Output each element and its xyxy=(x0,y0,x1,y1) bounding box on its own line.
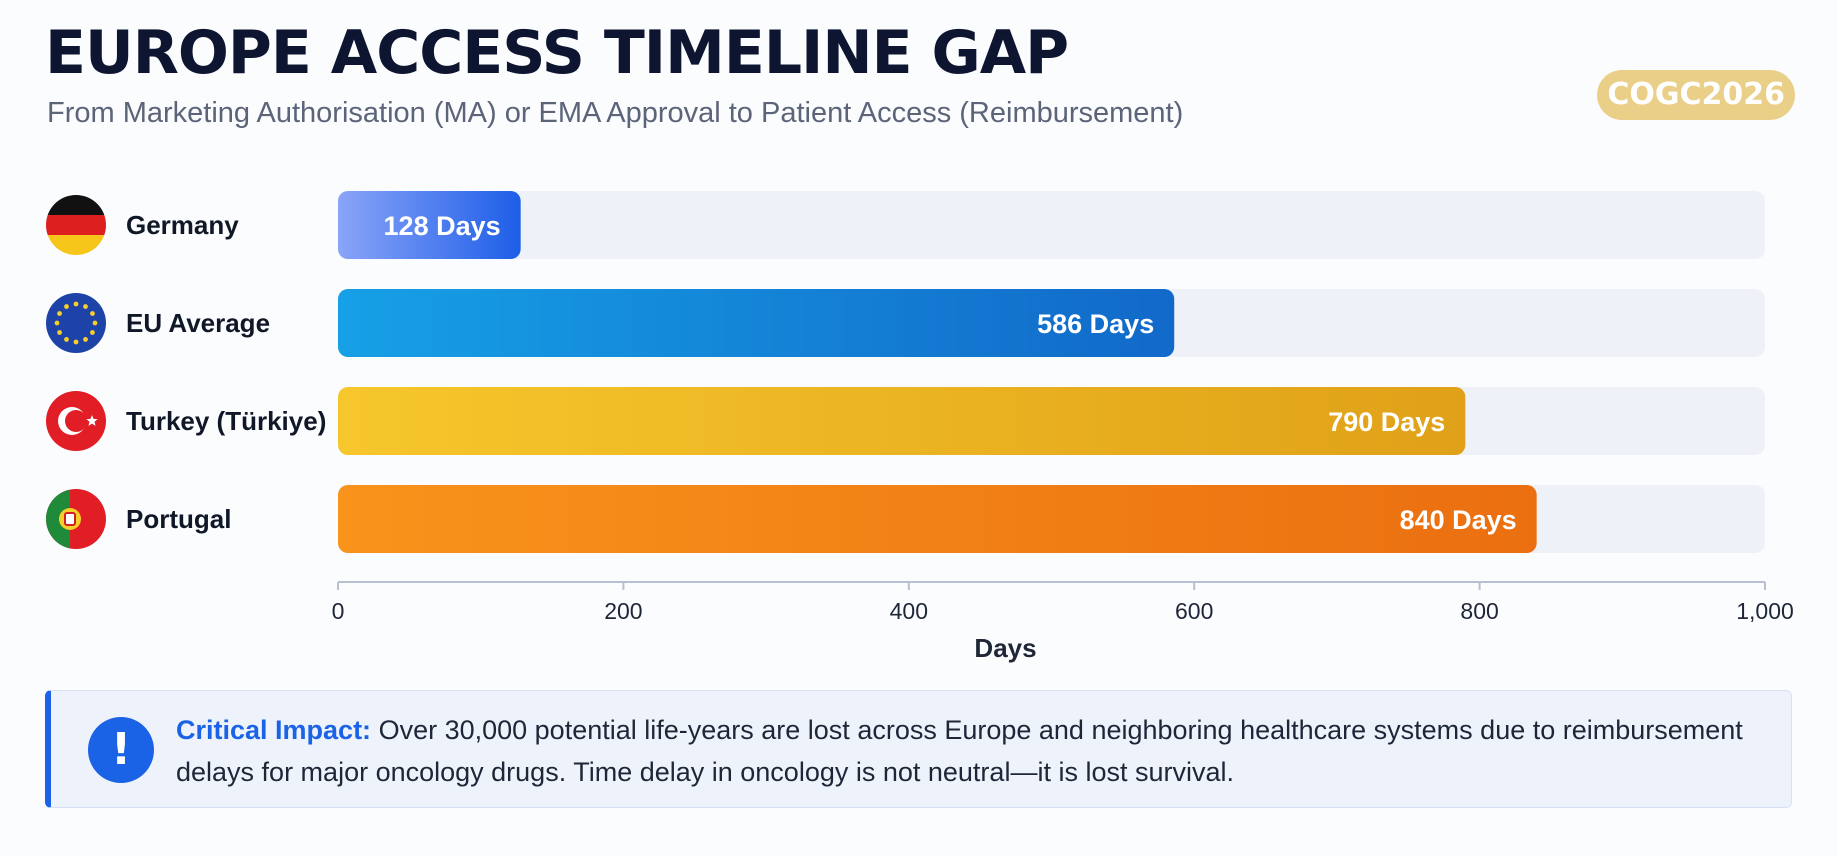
critical-impact-callout: ! Critical Impact: Over 30,000 potential… xyxy=(45,690,1792,808)
exclamation-icon: ! xyxy=(88,717,154,783)
bar-row: Portugal 840 Days xyxy=(46,485,1765,553)
germany-flag-icon xyxy=(46,195,106,255)
bar xyxy=(338,387,1466,455)
category-label: Germany xyxy=(126,210,239,240)
bar-row: EU Average 586 Days xyxy=(46,289,1765,357)
event-badge: COGC2026 xyxy=(1597,70,1795,120)
x-axis: 0 200 400 600 800 1,000 Days xyxy=(332,581,1794,663)
eu-flag-icon xyxy=(46,293,106,353)
bar-row: Germany 128 Days xyxy=(46,191,1765,259)
bar xyxy=(338,485,1537,553)
bar xyxy=(338,191,521,259)
bar xyxy=(338,289,1175,357)
x-tick-label: 800 xyxy=(1460,598,1498,624)
x-axis-title: Days xyxy=(974,633,1036,663)
bar-value-label: 586 Days xyxy=(1037,309,1154,339)
bar-rows: Germany 128 Days EU Average 586 Days Turkey … xyxy=(46,191,1765,553)
callout-lead: Critical Impact: xyxy=(176,715,372,745)
category-label: Portugal xyxy=(126,504,231,534)
bar-value-label: 790 Days xyxy=(1328,407,1445,437)
x-tick-label: 200 xyxy=(604,598,642,624)
callout-body: Over 30,000 potential life-years are los… xyxy=(176,715,1743,787)
bar-track xyxy=(338,191,1765,259)
category-label: Turkey (Türkiye) xyxy=(126,406,326,436)
bar-row: Turkey (Türkiye) 790 Days xyxy=(46,387,1765,455)
x-tick-label: 400 xyxy=(890,598,928,624)
chart-title: EUROPE ACCESS TIMELINE GAP xyxy=(45,18,1069,88)
x-tick-label: 600 xyxy=(1175,598,1213,624)
category-label: EU Average xyxy=(126,308,270,338)
bar-chart: Germany 128 Days EU Average 586 Days Turkey … xyxy=(46,191,1794,663)
portugal-flag-icon xyxy=(46,489,106,549)
callout-text: Critical Impact: Over 30,000 potential l… xyxy=(176,709,1776,793)
bar-value-label: 840 Days xyxy=(1400,505,1517,535)
x-tick-label: 1,000 xyxy=(1736,598,1794,624)
chart-subtitle: From Marketing Authorisation (MA) or EMA… xyxy=(47,97,1184,129)
x-tick-label: 0 xyxy=(332,598,345,624)
bar-value-label: 128 Days xyxy=(384,211,501,241)
turkey-flag-icon xyxy=(46,391,106,451)
